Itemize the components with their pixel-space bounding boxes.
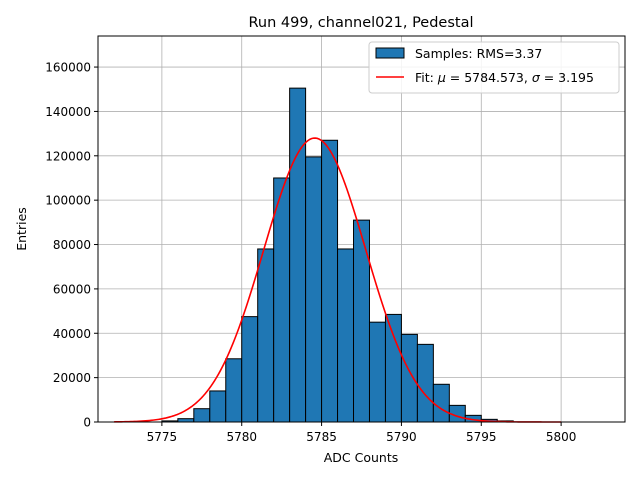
histogram-bar — [337, 248, 355, 423]
legend-box — [368, 41, 620, 94]
fit-curve — [113, 137, 562, 423]
histogram-bar — [400, 333, 418, 423]
histogram-bar — [193, 408, 211, 423]
histogram-bar — [368, 321, 386, 423]
y-tick-label: 100000 — [45, 194, 91, 208]
x-tick-label: 5790 — [386, 430, 417, 444]
x-tick-label: 5795 — [466, 430, 497, 444]
legend: Samples: RMS=3.37 Fit: μ = 5784.573, σ =… — [368, 41, 620, 94]
histogram-bar — [257, 248, 275, 423]
legend-fit-label: Fit: μ = 5784.573, σ = 3.195 — [415, 70, 594, 85]
histogram-bar — [273, 177, 291, 423]
y-tick-label: 120000 — [45, 149, 91, 163]
x-axis-ticks: 5775 5780 5785 5790 5795 5800 — [147, 422, 577, 444]
y-axis-ticks: 0 20000 40000 60000 80000 100000 120000 140000 1… — [45, 61, 98, 430]
y-axis-label: Entries — [14, 207, 29, 251]
y-tick-label: 0 — [83, 416, 91, 430]
legend-histogram-swatch — [375, 47, 405, 59]
y-tick-label: 140000 — [45, 105, 91, 119]
y-tick-label: 160000 — [45, 61, 91, 75]
legend-histogram-label: Samples: RMS=3.37 — [415, 46, 542, 61]
histogram-bar — [416, 343, 434, 423]
histogram-bar — [305, 156, 323, 423]
plot-frame — [97, 35, 626, 423]
y-tick-label: 40000 — [53, 327, 91, 341]
histogram-bar — [321, 139, 339, 423]
x-tick-label: 5800 — [546, 430, 577, 444]
x-axis-label: ADC Counts — [324, 450, 399, 465]
histogram-bar — [432, 383, 450, 423]
histogram-bar — [225, 358, 243, 423]
histogram-bar — [289, 87, 307, 423]
y-tick-label: 80000 — [53, 238, 91, 252]
y-tick-label: 20000 — [53, 371, 91, 385]
x-tick-label: 5780 — [226, 430, 257, 444]
histogram-bar — [353, 219, 370, 423]
y-tick-label: 60000 — [53, 282, 91, 296]
histogram-bars — [161, 87, 514, 423]
x-tick-label: 5775 — [147, 430, 178, 444]
histogram-bar — [241, 316, 259, 423]
histogram-bar — [384, 313, 402, 423]
chart-title: Run 499, channel021, Pedestal — [248, 15, 473, 31]
histogram-bar — [209, 390, 227, 423]
x-tick-label: 5785 — [306, 430, 337, 444]
